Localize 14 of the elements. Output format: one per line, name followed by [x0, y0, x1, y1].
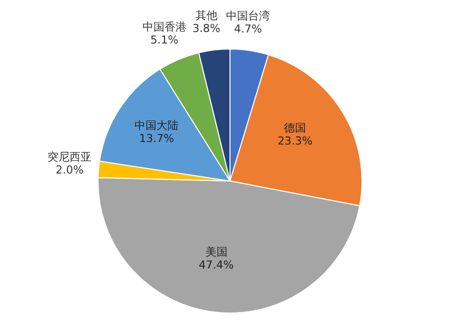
- slice-label: 中国香港: [142, 20, 186, 34]
- data-label: 3.8%: [192, 22, 220, 36]
- data-label: 4.7%: [234, 22, 262, 36]
- slice-label: 中国台湾: [226, 10, 270, 23]
- data-label: 23.3%: [278, 134, 313, 148]
- data-label: 5.1%: [150, 33, 178, 46]
- slice-label: 美国: [205, 245, 228, 258]
- data-label: 13.7%: [139, 132, 174, 146]
- slice-label: 突尼西亚: [48, 150, 92, 164]
- slice-label: 德国: [284, 122, 306, 135]
- slice-label: 其他: [195, 9, 218, 22]
- data-label: 2.0%: [56, 163, 84, 176]
- data-label: 47.4%: [198, 258, 234, 272]
- slice-label: 中国大陆: [134, 119, 179, 132]
